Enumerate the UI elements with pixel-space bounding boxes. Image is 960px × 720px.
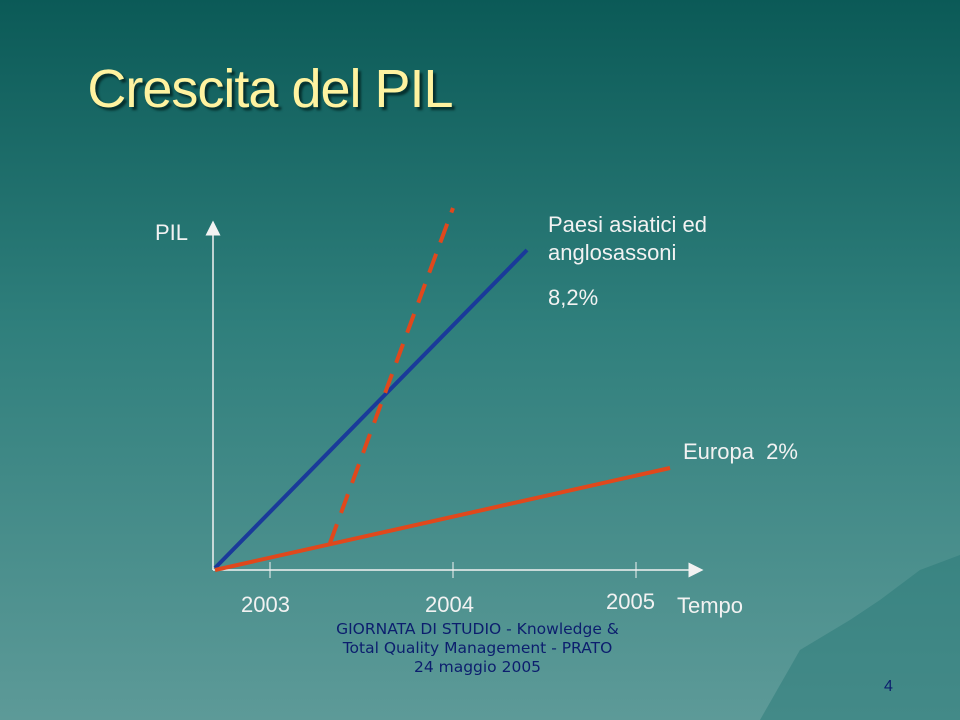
x-tick-label: 2004 [425, 592, 474, 617]
series-label: Paesi asiatici ed anglosassoni [548, 212, 707, 265]
mountain-decoration [760, 555, 960, 720]
x-tick-label: 2003 [241, 592, 290, 617]
title-text: Crescita del PIL [87, 59, 453, 119]
series-label: Europa 2% [683, 439, 798, 464]
slide-title: Crescita del PIL [0, 58, 960, 120]
footer: GIORNATA DI STUDIO - Knowledge & Total Q… [336, 620, 619, 676]
asia-line [213, 248, 529, 570]
page-number: 4 [884, 678, 893, 695]
europe-line [214, 466, 671, 572]
dashed-line [328, 207, 455, 544]
x-tick-label: 2005 [606, 589, 655, 614]
series-label: 8,2% [548, 285, 599, 310]
y-axis-label: PIL [155, 220, 189, 245]
x-axis-label: Tempo [677, 593, 744, 618]
